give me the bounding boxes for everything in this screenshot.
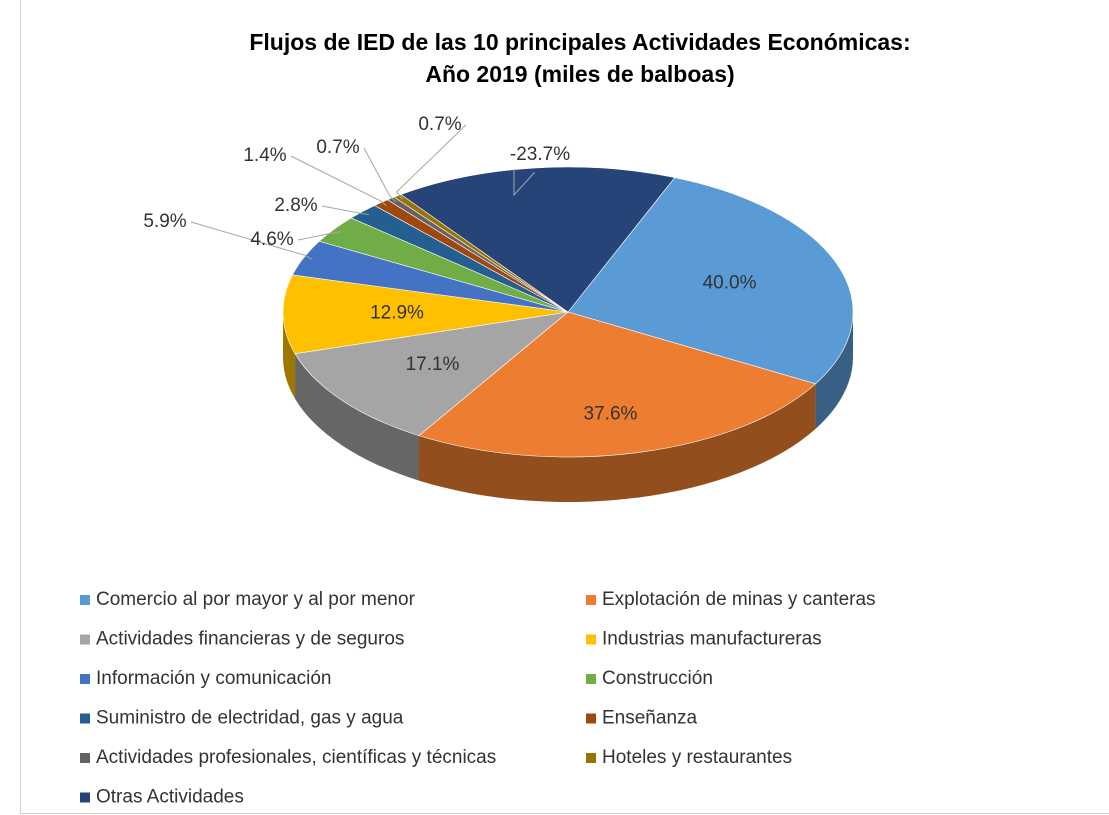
- data-label: 4.6%: [250, 229, 293, 250]
- data-label: 12.9%: [370, 302, 424, 323]
- slice: [294, 311, 570, 436]
- slice: [418, 311, 817, 458]
- leader-line: [190, 221, 312, 260]
- leader-line: [321, 205, 369, 216]
- legend-label: Actividades financieras y de seguros: [96, 629, 404, 650]
- data-label: 0.7%: [418, 114, 461, 135]
- leader-line: [290, 155, 387, 207]
- legend-swatch: [586, 595, 596, 605]
- legend-label: Hoteles y restaurantes: [602, 747, 792, 768]
- slice: [400, 166, 676, 313]
- legend-swatch: [586, 713, 596, 724]
- chart-title: Flujos de IED de las 10 principales Acti…: [249, 29, 910, 55]
- leader-line: [297, 231, 342, 241]
- legend-swatch: [80, 753, 90, 763]
- slice-side: [815, 312, 854, 429]
- data-label: 1.4%: [243, 145, 286, 166]
- leader-line: [363, 147, 397, 203]
- legend-swatch: [586, 674, 596, 684]
- legend-label: Industrias manufactureras: [602, 629, 822, 650]
- data-label: 2.8%: [274, 195, 317, 216]
- leader-line: [513, 169, 535, 197]
- legend-swatch: [586, 753, 596, 763]
- legend-swatch: [80, 792, 90, 803]
- legend-swatch: [80, 595, 90, 605]
- chart-title: Año 2019 (miles de balboas): [425, 61, 734, 87]
- legend-label: Otras Actividades: [96, 787, 244, 808]
- slice: [282, 274, 569, 355]
- legend-swatch: [80, 713, 90, 724]
- slice-side: [418, 383, 816, 502]
- legend-swatch: [80, 634, 90, 645]
- legend-swatch: [80, 674, 90, 684]
- data-label: 5.9%: [143, 211, 186, 232]
- data-label: 40.0%: [703, 272, 757, 293]
- legend-label: Construcción: [602, 668, 713, 689]
- legend-label: Enseñanza: [602, 708, 698, 729]
- slice: [567, 177, 854, 385]
- legend-label: Explotación de minas y canteras: [602, 589, 876, 610]
- leader-line: [395, 124, 467, 200]
- data-label: 37.6%: [584, 403, 638, 424]
- legend-label: Suministro de electridad, gas y agua: [96, 708, 404, 729]
- legend-swatch: [586, 634, 596, 645]
- legend-label: Actividades profesionales, científicas y…: [96, 747, 496, 768]
- data-label: 0.7%: [316, 137, 359, 158]
- slice-side: [295, 353, 419, 481]
- legend-label: Comercio al por mayor y al por menor: [96, 589, 416, 610]
- legend-label: Información y comunicación: [96, 668, 332, 689]
- data-label: -23.7%: [510, 144, 570, 165]
- data-label: 17.1%: [406, 354, 460, 375]
